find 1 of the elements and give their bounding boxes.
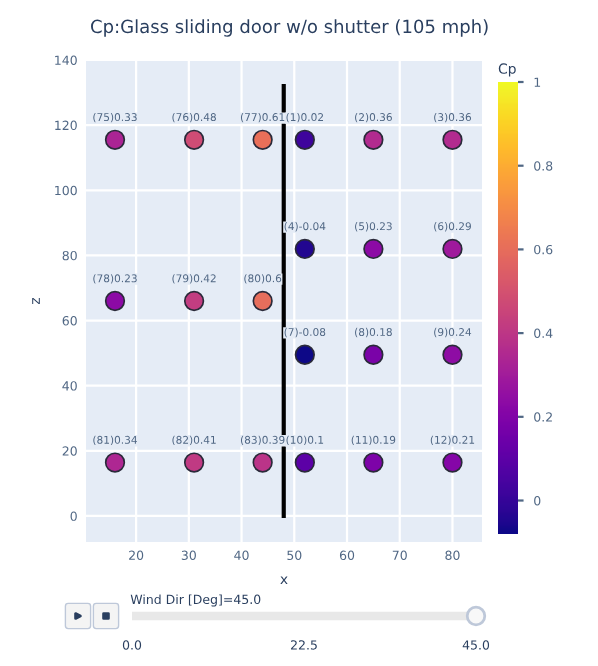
chart-title: Cp:Glass sliding door w/o shutter (105 mph) xyxy=(91,19,488,37)
